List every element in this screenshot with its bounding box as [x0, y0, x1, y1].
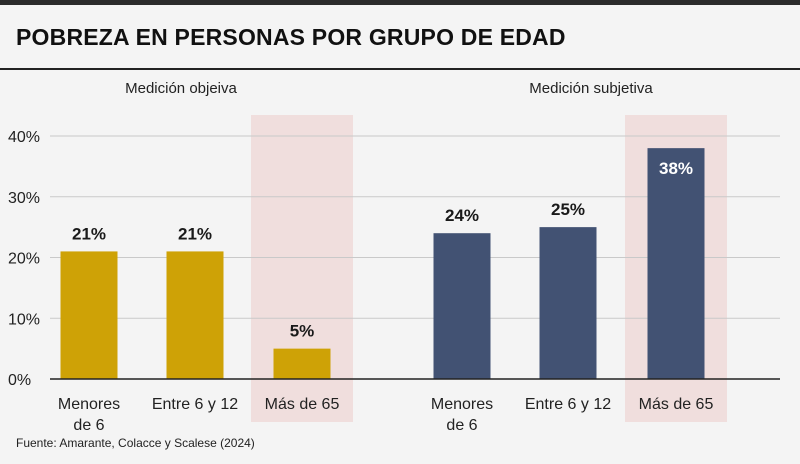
group-label-subjective: Medición subjetiva	[529, 80, 653, 97]
y-tick-label: 10%	[8, 311, 40, 328]
x-tick-label: Entre 6 y 12	[525, 396, 611, 413]
source-note: Fuente: Amarante, Colacce y Scalese (202…	[16, 436, 255, 450]
chart-title: POBREZA EN PERSONAS POR GRUPO DE EDAD	[16, 24, 566, 50]
x-tick-label: Menores	[431, 396, 493, 413]
y-tick-label: 20%	[8, 251, 40, 268]
x-tick-label: Más de 65	[639, 396, 714, 413]
y-tick-label: 30%	[8, 190, 40, 207]
group-label-objective: Medición objeiva	[125, 80, 237, 97]
x-tick-label: Entre 6 y 12	[152, 396, 238, 413]
x-tick-label: de 6	[73, 417, 104, 434]
x-tick-label: Menores	[58, 396, 120, 413]
y-tick-label: 40%	[8, 129, 40, 146]
bar-subjective-1	[433, 233, 491, 379]
bar-subjective-2	[539, 227, 597, 379]
data-label: 38%	[659, 159, 693, 178]
data-label: 24%	[445, 206, 479, 225]
data-label: 21%	[72, 224, 106, 243]
bar-objective-3	[273, 348, 331, 379]
bar-objective-2	[166, 251, 224, 379]
y-tick-label: 0%	[8, 372, 31, 389]
data-label: 21%	[178, 224, 212, 243]
bar-subjective-3	[647, 148, 705, 379]
bar-objective-1	[60, 251, 118, 379]
data-label: 25%	[551, 200, 585, 219]
data-label: 5%	[290, 322, 315, 341]
x-tick-label: de 6	[446, 417, 477, 434]
title-divider	[0, 68, 800, 70]
top-accent-bar	[0, 0, 800, 5]
x-tick-label: Más de 65	[265, 396, 340, 413]
